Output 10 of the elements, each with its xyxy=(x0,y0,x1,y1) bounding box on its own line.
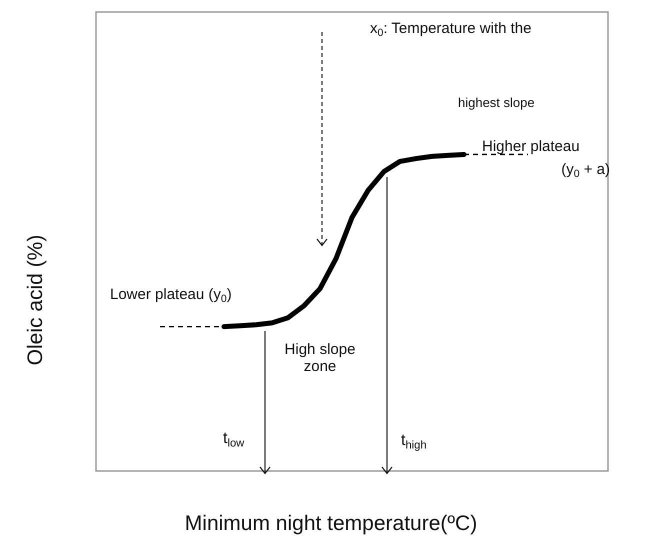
annotation: Higher plateau xyxy=(482,138,580,156)
annotation: t$_{high}$ xyxy=(401,432,427,452)
annotation: High slope zone xyxy=(284,341,356,376)
y-axis-title: Oleic acid (%) xyxy=(24,234,47,366)
text: x$_{0}$: Temperature with the xyxy=(370,20,532,40)
annotation: Lower plateau (y$_{0}$) xyxy=(110,286,232,306)
x-axis-title: Minimum night temperature(ºC) xyxy=(184,512,478,535)
text: highest slope xyxy=(458,95,535,111)
annotation: (y$_{0}$ + a) xyxy=(561,161,610,180)
annotation: t$_{low}$ xyxy=(223,430,244,450)
